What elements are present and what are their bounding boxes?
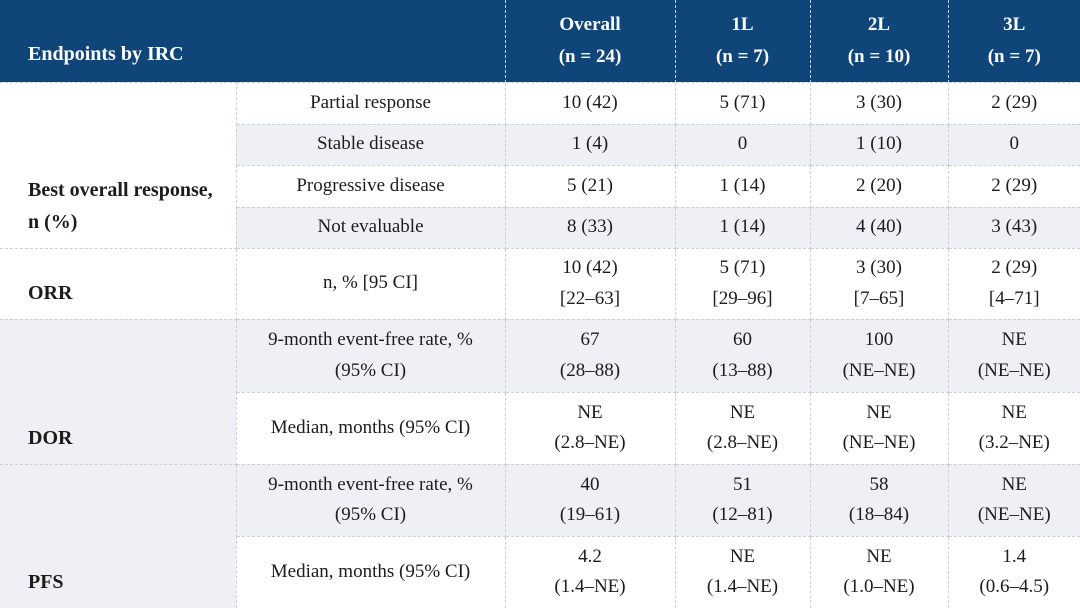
table-row: Progressive disease 5 (21) 1 (14) 2 (20)… [0, 164, 1080, 208]
cell-2l: 2 (20) [809, 164, 949, 208]
row-label: n, % [95 CI] [235, 247, 506, 320]
cell-1l: 0 [674, 123, 811, 166]
table-row: Median, months (95% CI) 4.2 (1.4–NE) NE (1… [0, 535, 1080, 608]
cell-1l: 1 (14) [674, 164, 811, 208]
cell-overall: 10 (42) [22–63] [504, 247, 676, 320]
table-body: Best overall response, n (%) Partial res… [0, 81, 1080, 608]
cell-3l: 3 (43) [947, 206, 1080, 249]
cell-3l: 0 [947, 123, 1080, 166]
cell-2l: NE (NE–NE) [809, 391, 949, 465]
cell-overall: 8 (33) [504, 206, 676, 249]
cell-3l: NE (3.2–NE) [947, 391, 1080, 465]
group-label-line: ORR [28, 281, 73, 304]
group-label-pfs: PFS [0, 463, 237, 608]
col-header-line2: (n = 10) [847, 45, 911, 67]
group-label-line: DOR [28, 426, 73, 449]
group-label-dor: DOR [0, 318, 237, 465]
cell-1l: 60 (13–88) [674, 318, 811, 393]
col-header-2l: 2L (n = 10) [809, 0, 948, 82]
col-header-line1: 1L [731, 14, 754, 36]
row-label: 9-month event-free rate, % (95% CI) [235, 318, 506, 393]
cell-2l: 4 (40) [809, 206, 949, 249]
cell-3l: 2 (29) [4–71] [947, 247, 1080, 320]
table-row: Median, months (95% CI) NE (2.8–NE) NE (2.… [0, 391, 1080, 465]
col-header-line2: (n = 24) [558, 45, 622, 67]
table-row: DOR 9-month event-free rate, % (95% CI) 6… [0, 318, 1080, 465]
cell-3l: 2 (29) [947, 81, 1080, 125]
cell-overall: 40 (19–61) [504, 463, 676, 537]
col-header-1l: 1L (n = 7) [674, 0, 810, 82]
group-label-orr: ORR [0, 247, 237, 320]
col-header-line1: 3L [1003, 14, 1026, 36]
row-label: Partial response [235, 81, 506, 125]
header-row: Endpoints by IRC Overall (n = 24) 1L (n … [0, 0, 1080, 82]
col-header-line1: Overall [559, 14, 621, 36]
table-row: PFS 9-month event-free rate, % (95% CI) 4… [0, 463, 1080, 608]
row-label: Median, months (95% CI) [235, 535, 506, 608]
header-title: Endpoints by IRC [0, 0, 505, 82]
cell-overall: 10 (42) [504, 81, 676, 125]
cell-2l: 1 (10) [809, 123, 949, 166]
cell-1l: 51 (12–81) [674, 463, 811, 537]
cell-2l: NE (1.0–NE) [809, 535, 949, 608]
row-label: Median, months (95% CI) [235, 391, 506, 465]
row-label: 9-month event-free rate, % (95% CI) [235, 463, 506, 537]
cell-overall: 4.2 (1.4–NE) [504, 535, 676, 608]
cell-1l: 1 (14) [674, 206, 811, 249]
cell-3l: 1.4 (0.6–4.5) [947, 535, 1080, 608]
cell-overall: 67 (28–88) [504, 318, 676, 393]
table-row: Stable disease 1 (4) 0 1 (10) 0 [0, 123, 1080, 166]
cell-3l: 2 (29) [947, 164, 1080, 208]
cell-overall: NE (2.8–NE) [504, 391, 676, 465]
cell-1l: 5 (71) [674, 81, 811, 125]
row-label: Not evaluable [235, 206, 506, 249]
cell-1l: NE (2.8–NE) [674, 391, 811, 465]
table-row: Best overall response, n (%) Partial res… [0, 81, 1080, 249]
cell-2l: 3 (30) [7–65] [809, 247, 949, 320]
cell-overall: 1 (4) [504, 123, 676, 166]
col-header-line2: (n = 7) [987, 45, 1041, 67]
group-label-line: PFS [28, 571, 64, 593]
row-label: Progressive disease [235, 164, 506, 208]
table-header: Endpoints by IRC Overall (n = 24) 1L (n … [0, 0, 1080, 82]
cell-3l: NE (NE–NE) [947, 463, 1080, 537]
cell-3l: NE (NE–NE) [947, 318, 1080, 393]
group-label-line: Best overall response, [28, 178, 213, 201]
cell-2l: 58 (18–84) [809, 463, 949, 537]
col-header-3l: 3L (n = 7) [947, 0, 1080, 82]
table-row: Not evaluable 8 (33) 1 (14) 4 (40) 3 (43… [0, 206, 1080, 249]
cell-overall: 5 (21) [504, 164, 676, 208]
col-header-line1: 2L [867, 14, 891, 36]
cell-2l: 100 (NE–NE) [809, 318, 949, 393]
cell-2l: 3 (30) [809, 81, 949, 125]
col-header-overall: Overall (n = 24) [504, 0, 675, 82]
col-header-line2: (n = 7) [715, 45, 770, 67]
cell-1l: 5 (71) [29–96] [674, 247, 811, 320]
cell-1l: NE (1.4–NE) [674, 535, 811, 608]
row-label: Stable disease [235, 123, 506, 166]
table-row: ORR n, % [95 CI] 10 (42) [22–63] 5 (71) [2… [0, 247, 1080, 320]
group-label-best-overall-response: Best overall response, n (%) [0, 81, 237, 249]
group-label-line: n (%) [28, 210, 78, 233]
